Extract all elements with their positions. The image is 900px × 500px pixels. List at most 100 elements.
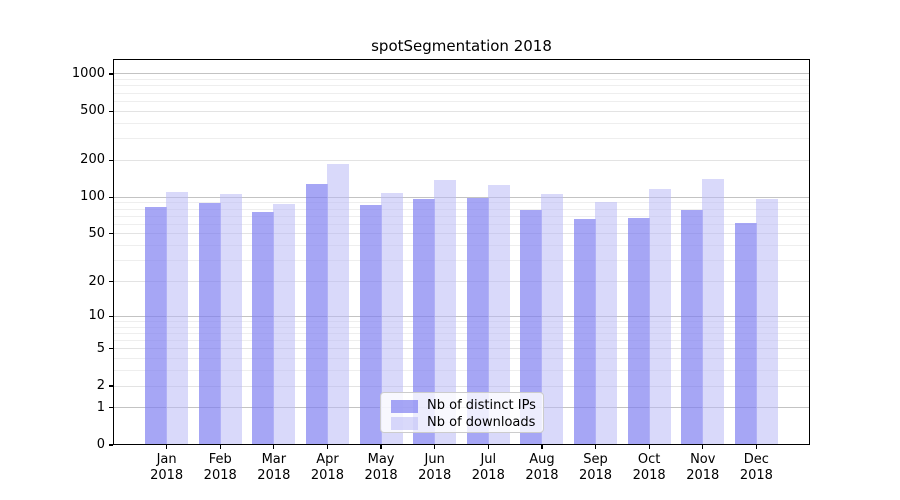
- gridline-minor: [114, 100, 809, 102]
- bar-distinct-ips-jun: [413, 199, 436, 444]
- x-tick-mark: [166, 445, 168, 449]
- y-tick-mark: [109, 73, 113, 75]
- x-tick-label: Jul 2018: [471, 452, 505, 483]
- y-tick-mark: [109, 159, 113, 161]
- legend-label-distinct-ips: Nb of distinct IPs: [427, 398, 536, 413]
- bar-downloads-nov: [702, 178, 725, 444]
- bar-distinct-ips-dec: [734, 222, 757, 444]
- gridline-sub: [114, 385, 809, 387]
- legend-item-distinct-ips: Nb of distinct IPs: [391, 399, 536, 413]
- y-tick-label: 5: [96, 340, 105, 356]
- bar-downloads-may: [380, 192, 403, 444]
- x-tick-mark: [487, 445, 489, 449]
- x-tick-mark: [380, 445, 382, 449]
- y-tick-label: 2: [96, 378, 105, 393]
- bar-downloads-jun: [434, 180, 457, 444]
- gridline-minor: [114, 79, 809, 81]
- bar-distinct-ips-apr: [305, 184, 328, 444]
- legend-swatch-distinct-ips: [391, 399, 418, 413]
- bar-downloads-jan: [166, 191, 189, 444]
- plot-area: [113, 59, 810, 445]
- y-tick-label: 1: [96, 399, 105, 415]
- x-tick-mark: [702, 445, 704, 449]
- bar-downloads-jul: [487, 184, 510, 444]
- x-tick-mark: [594, 445, 597, 449]
- bar-downloads-dec: [755, 198, 778, 444]
- y-tick-mark: [109, 385, 113, 387]
- x-tick-label: Feb 2018: [203, 452, 237, 483]
- y-tick-mark: [109, 110, 113, 112]
- gridline-decade: [114, 73, 809, 75]
- gridline-sub: [114, 233, 809, 235]
- gridline-minor: [114, 138, 809, 140]
- y-tick-label: 200: [80, 152, 105, 168]
- x-tick-label: Apr 2018: [310, 452, 344, 483]
- chart-title: spotSegmentation 2018: [371, 37, 552, 55]
- legend-item-downloads: Nb of downloads: [391, 416, 535, 430]
- gridline-sub: [114, 281, 809, 282]
- y-tick-label: 1000: [71, 65, 105, 81]
- gridline-sub: [114, 110, 809, 112]
- x-tick-label: Aug 2018: [525, 452, 559, 483]
- gridline-minor: [114, 260, 809, 262]
- y-tick-mark: [109, 348, 113, 350]
- gridline-decade: [114, 315, 809, 317]
- gridline-decade: [114, 196, 809, 198]
- bar-distinct-ips-feb: [198, 203, 221, 444]
- y-tick-mark: [109, 196, 113, 198]
- x-tick-mark: [755, 445, 757, 449]
- bar-downloads-apr: [326, 164, 349, 444]
- y-tick-mark: [109, 407, 113, 409]
- bar-distinct-ips-sep: [574, 219, 597, 444]
- x-tick-mark: [219, 445, 221, 449]
- x-tick-mark: [273, 445, 275, 449]
- y-tick-label: 50: [88, 225, 105, 241]
- x-tick-mark: [434, 445, 436, 449]
- x-tick-label: May 2018: [364, 452, 398, 483]
- bar-distinct-ips-mar: [252, 211, 275, 444]
- gridline-minor: [114, 326, 809, 328]
- gridline-minor: [114, 223, 809, 225]
- x-tick-label: Dec 2018: [739, 452, 773, 483]
- bar-distinct-ips-aug: [520, 209, 543, 444]
- x-tick-label: Oct 2018: [632, 452, 666, 483]
- y-tick-label: 20: [88, 273, 105, 289]
- x-tick-mark: [541, 445, 543, 449]
- gridline-minor: [114, 340, 809, 341]
- gridline-minor: [114, 358, 809, 360]
- gridline-minor: [114, 92, 809, 94]
- gridline-minor: [114, 332, 809, 334]
- gridline-minor: [114, 122, 809, 124]
- bar-downloads-feb: [219, 194, 242, 444]
- bar-downloads-sep: [595, 201, 618, 444]
- gridline-sub: [114, 348, 809, 350]
- gridline-minor: [114, 208, 809, 210]
- y-tick-label: 500: [80, 103, 105, 119]
- gridline-minor: [114, 215, 809, 217]
- gridline-sub: [114, 159, 809, 161]
- gridline-minor: [114, 370, 809, 372]
- bar-distinct-ips-nov: [681, 210, 704, 444]
- bar-distinct-ips-may: [359, 205, 382, 444]
- y-tick-mark: [109, 444, 113, 446]
- y-tick-mark: [109, 315, 113, 317]
- x-tick-label: Sep 2018: [578, 452, 613, 483]
- gridline-minor: [114, 85, 809, 87]
- gridline-minor: [114, 245, 809, 247]
- y-tick-mark: [109, 233, 113, 235]
- bar-downloads-mar: [273, 203, 296, 444]
- y-tick-label: 100: [80, 189, 105, 205]
- gridline-minor: [114, 202, 809, 204]
- bar-downloads-aug: [541, 193, 564, 444]
- x-tick-label: Mar 2018: [257, 452, 291, 483]
- y-tick-label: 10: [88, 308, 105, 324]
- x-tick-label: Jan 2018: [150, 452, 184, 483]
- x-tick-label: Jun 2018: [418, 452, 452, 483]
- legend-label-downloads: Nb of downloads: [427, 415, 536, 430]
- gridline-minor: [114, 320, 809, 322]
- y-tick-mark: [109, 280, 113, 283]
- bar-downloads-oct: [648, 188, 671, 444]
- x-tick-mark: [648, 445, 650, 449]
- bar-distinct-ips-jul: [466, 197, 489, 444]
